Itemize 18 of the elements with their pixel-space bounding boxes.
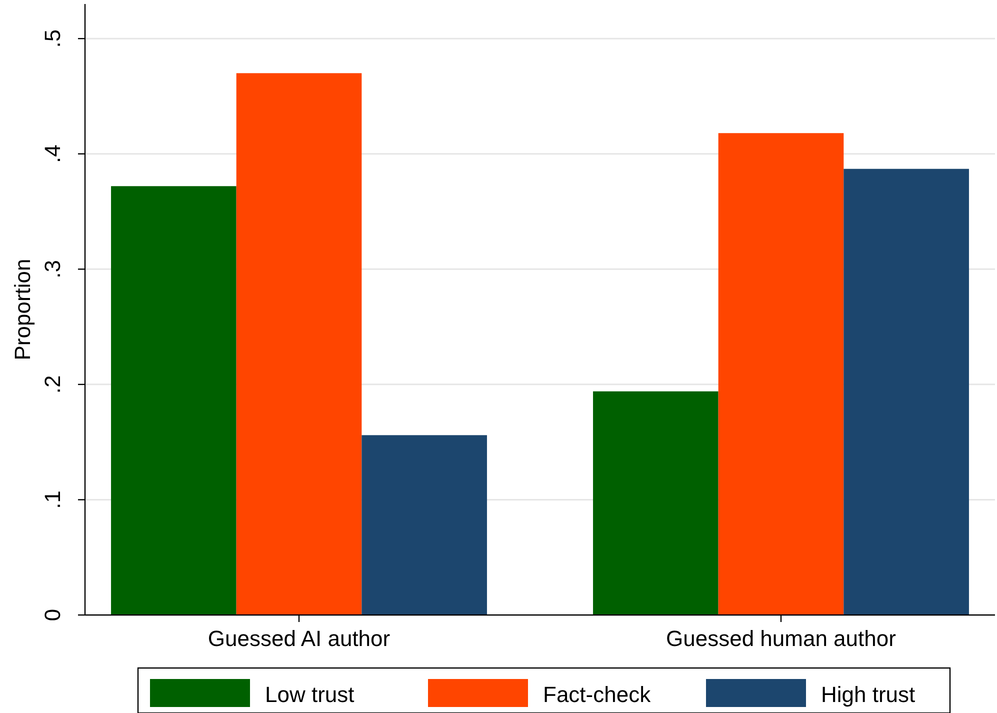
y-axis-title: Proportion — [10, 258, 35, 360]
y-tick-label: .2 — [40, 375, 65, 394]
x-tick-label: Guessed AI author — [208, 626, 390, 651]
bar — [844, 168, 969, 615]
y-tick-label: .4 — [40, 144, 65, 164]
y-tick-label: .1 — [40, 490, 65, 509]
bar — [718, 133, 844, 615]
bar — [111, 186, 236, 615]
y-tick-label: .3 — [40, 260, 65, 278]
bar — [593, 391, 718, 615]
legend-label: High trust — [821, 682, 916, 707]
bar — [236, 73, 362, 615]
y-tick-label: 0 — [40, 608, 65, 622]
x-tick-label: Guessed human author — [666, 626, 896, 651]
y-tick-label: .5 — [40, 29, 65, 48]
legend-label: Fact-check — [543, 682, 652, 707]
legend-label: Low trust — [265, 682, 354, 707]
bar — [362, 435, 487, 615]
